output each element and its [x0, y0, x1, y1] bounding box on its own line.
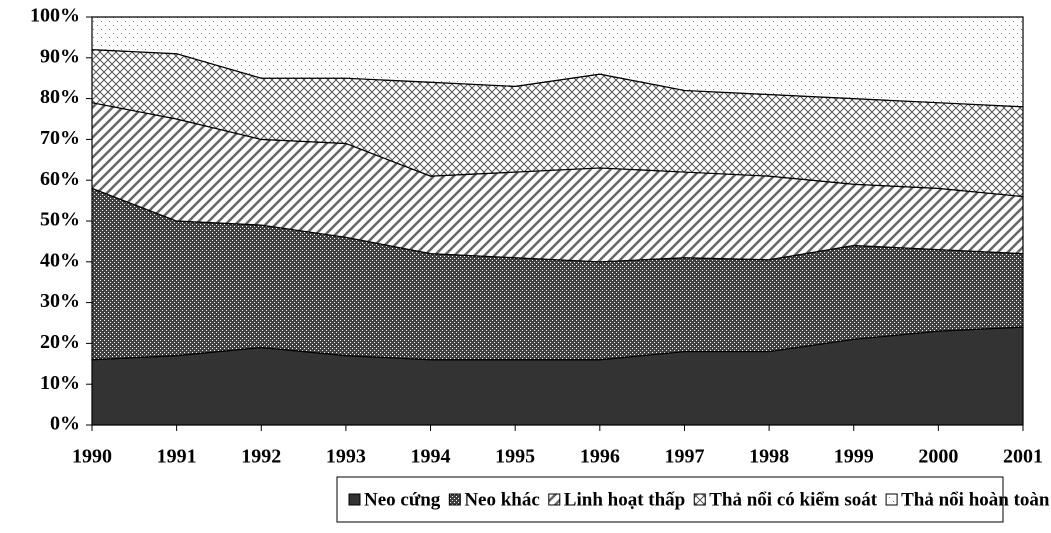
legend-swatch [448, 493, 461, 506]
y-tick-label: 80% [40, 86, 80, 108]
legend-swatch [348, 493, 361, 506]
x-tick-label: 1991 [157, 446, 197, 468]
legend-label: Neo cứng [364, 489, 441, 510]
x-tick-label: 1997 [664, 446, 704, 468]
y-tick-label: 50% [40, 209, 80, 231]
legend-swatch [885, 493, 898, 506]
legend-label: Neo khác [464, 489, 539, 510]
x-tick-label: 1998 [749, 446, 789, 468]
y-tick-label: 100% [30, 5, 80, 27]
y-tick-label: 30% [40, 290, 80, 312]
x-tick-label: 1995 [495, 446, 535, 468]
y-tick-label: 20% [40, 331, 80, 353]
legend-label: Thả nổi có kiểm soát [709, 489, 878, 510]
y-tick-label: 40% [40, 249, 80, 271]
y-tick-label: 90% [40, 45, 80, 67]
x-tick-label: 1992 [241, 446, 281, 468]
x-tick-label: 1994 [411, 446, 451, 468]
area [91, 16, 1024, 108]
x-tick-label: 2000 [918, 446, 958, 468]
x-tick-label: 1993 [326, 446, 366, 468]
x-tick-label: 1999 [834, 446, 874, 468]
y-tick-label: 60% [40, 168, 80, 190]
x-tick-label: 1996 [580, 446, 620, 468]
legend-swatch [693, 493, 706, 506]
legend-label: Linh hoạt thấp [564, 489, 685, 510]
legend-label: Thả nổi hoàn toàn [901, 489, 1050, 510]
legend-swatch [548, 493, 561, 506]
y-tick-label: 70% [40, 127, 80, 149]
y-tick-label: 0% [50, 413, 80, 435]
x-tick-label: 1990 [72, 446, 112, 468]
x-tick-label: 2001 [1003, 446, 1043, 468]
y-tick-label: 10% [40, 372, 80, 394]
